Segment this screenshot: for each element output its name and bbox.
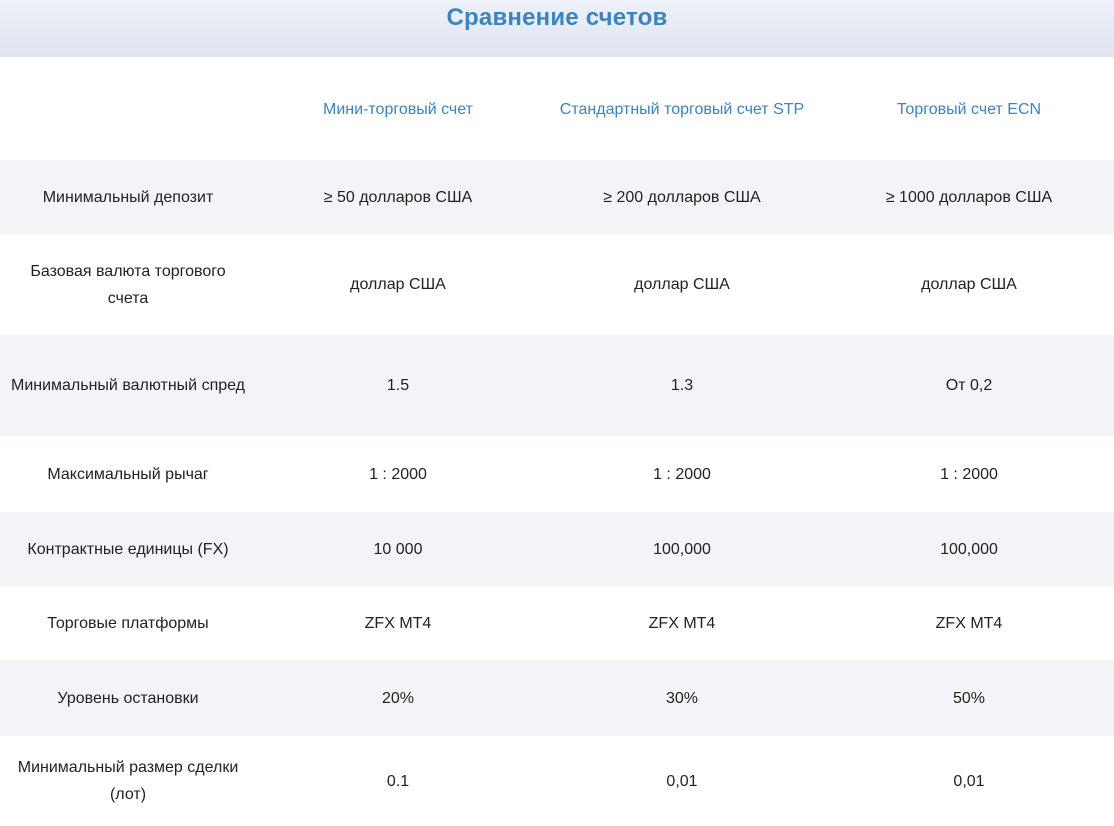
cell-stp: ≥ 200 долларов США: [540, 160, 824, 234]
cell-mini: ≥ 50 долларов США: [256, 160, 540, 234]
cell-ecn: ≥ 1000 долларов США: [824, 160, 1114, 234]
table-row: Контрактные единицы (FX) 10 000 100,000 …: [0, 512, 1114, 586]
page-title: Сравнение счетов: [446, 4, 668, 31]
cell-mini: 10 000: [256, 512, 540, 586]
cell-ecn: 0,01: [953, 772, 985, 790]
cell-mini: 1 : 2000: [369, 465, 427, 483]
cell-mini: 1.5: [256, 335, 540, 436]
row-label: Контрактные единицы (FX): [0, 512, 256, 586]
column-header-mini: Мини-торговый счет: [323, 101, 473, 118]
cell-mini: 0.1: [386, 772, 410, 790]
cell-ecn: 50%: [824, 660, 1114, 736]
table-row: Уровень остановки 20% 30% 50%: [0, 660, 1114, 736]
table-row: Минимальный депозит ≥ 50 долларов США ≥ …: [0, 160, 1114, 234]
page-header: Сравнение счетов: [0, 0, 1114, 57]
cell-stp: 0,01: [666, 772, 698, 790]
column-header-stp: Стандартный торговый счет STP: [559, 101, 805, 118]
cell-stp: 1 : 2000: [653, 465, 711, 483]
row-label: Уровень остановки: [0, 660, 256, 736]
cell-mini: доллар США: [350, 276, 446, 293]
table-header-row: Мини-торговый счет Стандартный торговый …: [0, 59, 1114, 160]
row-label: Торговые платформы: [47, 614, 209, 632]
cell-ecn: 100,000: [824, 512, 1114, 586]
column-header-empty: [0, 59, 256, 160]
row-label: Минимальный валютный спред: [0, 335, 256, 436]
table-row: Минимальный валютный спред 1.5 1.3 От 0,…: [0, 335, 1114, 436]
row-label: Минимальный депозит: [0, 160, 256, 234]
table-row: Максимальный рычаг 1 : 2000 1 : 2000 1 :…: [0, 436, 1114, 512]
cell-stp: 30%: [540, 660, 824, 736]
account-comparison-table: Мини-торговый счет Стандартный торговый …: [0, 59, 1114, 826]
row-label: Базовая валюта торгового счета: [30, 262, 226, 307]
platform-link-stp[interactable]: ZFX MT4: [648, 614, 716, 632]
cell-ecn: От 0,2: [824, 335, 1114, 436]
cell-ecn: доллар США: [921, 276, 1017, 293]
platform-link-mini[interactable]: ZFX MT4: [364, 614, 432, 632]
cell-stp: доллар США: [634, 276, 730, 293]
column-header-ecn: Торговый счет ECN: [896, 101, 1042, 118]
table-row: Торговые платформы ZFX MT4 ZFX MT4 ZFX M…: [0, 586, 1114, 660]
cell-stp: 100,000: [540, 512, 824, 586]
row-label: Максимальный рычаг: [47, 465, 209, 483]
table-row: Базовая валюта торгового счета доллар СШ…: [0, 234, 1114, 335]
cell-mini: 20%: [256, 660, 540, 736]
cell-stp: 1.3: [540, 335, 824, 436]
cell-ecn: 1 : 2000: [940, 465, 998, 483]
platform-link-ecn[interactable]: ZFX MT4: [935, 614, 1003, 632]
table-row: Минимальный размер сделки (лот) 0.1 0,01…: [0, 736, 1114, 826]
row-label: Минимальный размер сделки (лот): [17, 759, 239, 803]
